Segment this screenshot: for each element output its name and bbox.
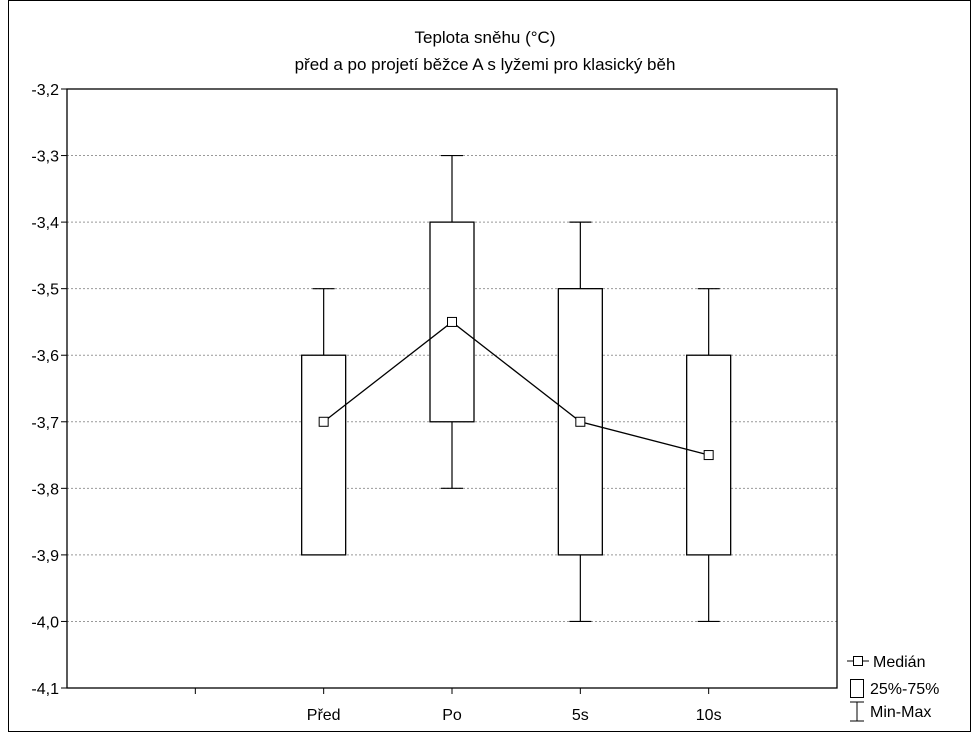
y-tick-label: -4,0	[31, 614, 59, 631]
y-tick-label: -3,2	[31, 82, 59, 99]
chart-title-line-2: před a po projetí běžce A s lyžemi pro k…	[295, 55, 676, 74]
whiskers	[312, 154, 720, 623]
y-tick-label: -4,1	[31, 681, 59, 698]
median-marker	[447, 316, 457, 327]
legend-box-symbol	[850, 679, 864, 698]
x-axis-ticks: Před Po 5s 10s	[194, 688, 722, 724]
legend-item-box: 25%-75%	[850, 679, 939, 698]
y-tick-label: -3,3	[31, 149, 59, 166]
legend-median-marker-symbol	[853, 656, 863, 666]
median-series-line	[323, 321, 709, 456]
y-tick-label: -3,9	[31, 548, 59, 565]
y-axis-ticks: -3,2 -3,3 -3,4 -3,5 -3,6 -3,7 -3,8 -3,9 -4,0 -4,1	[31, 82, 67, 698]
legend-label-median: Medián	[873, 654, 925, 671]
x-category-label: 5s	[572, 707, 589, 724]
legend-item-whisker: Min-Max	[850, 701, 931, 722]
legend-item-median: Medián	[847, 654, 925, 671]
x-category-label: Před	[307, 707, 341, 724]
median-marker	[318, 416, 329, 427]
y-tick-label: -3,5	[31, 282, 59, 299]
legend-label-box: 25%-75%	[870, 681, 939, 698]
y-tick-label: -3,6	[31, 348, 59, 365]
x-category-label: Po	[442, 707, 462, 724]
legend-label-whisker: Min-Max	[870, 704, 931, 721]
plot-frame	[66, 88, 838, 689]
median-marker	[703, 450, 714, 461]
iqr-box	[301, 354, 347, 556]
median-markers	[318, 316, 714, 461]
y-tick-label: -3,7	[31, 415, 59, 432]
y-tick-label: -3,8	[31, 481, 59, 498]
x-category-label: 10s	[696, 707, 722, 724]
median-line	[323, 321, 709, 456]
legend: Medián 25%-75% Min-Max	[847, 654, 939, 722]
y-tick-label: -3,4	[31, 215, 59, 232]
median-marker	[575, 416, 586, 427]
chart-title-line-1: Teplota sněhu (°C)	[415, 28, 556, 47]
